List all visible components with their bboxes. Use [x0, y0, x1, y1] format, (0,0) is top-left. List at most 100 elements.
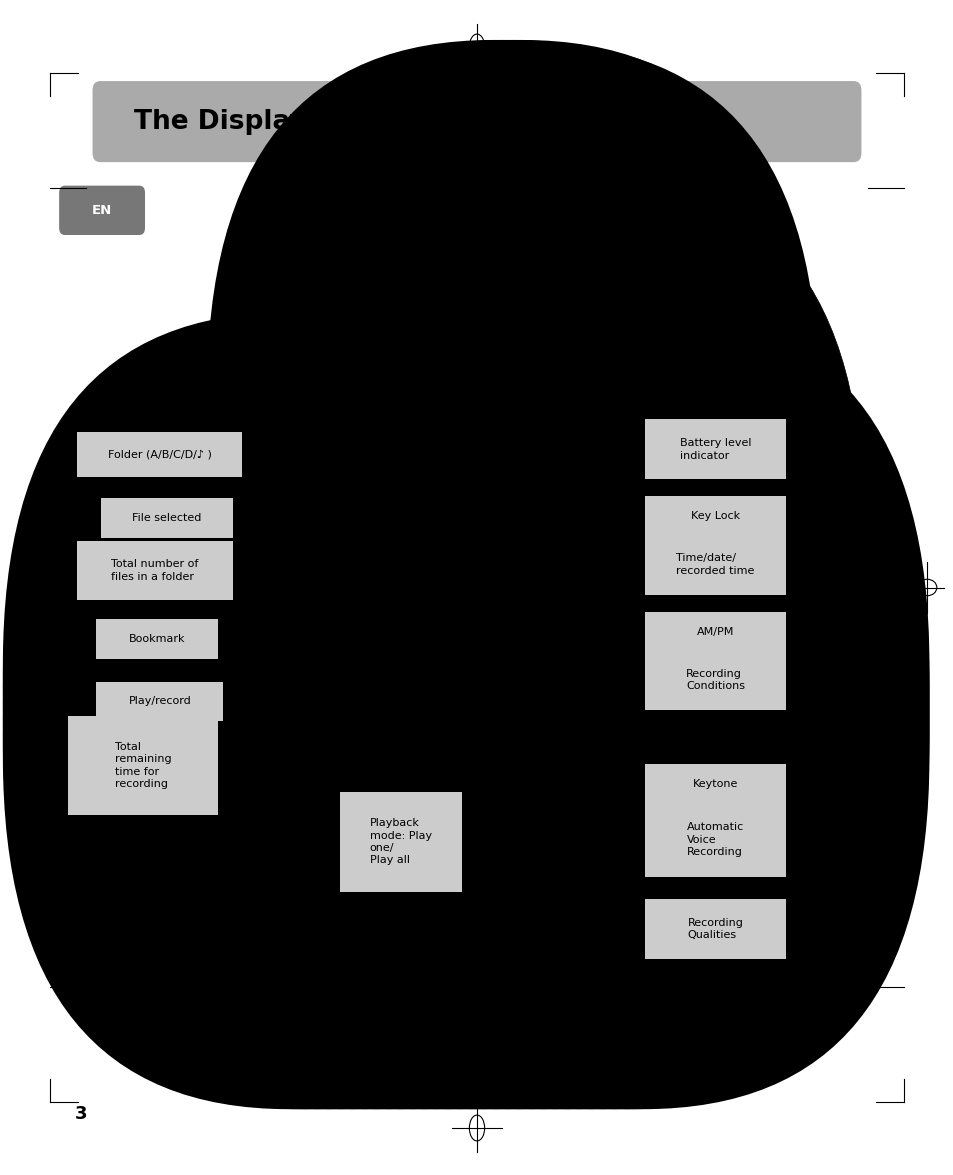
- FancyBboxPatch shape: [27, 328, 608, 1045]
- FancyBboxPatch shape: [312, 344, 893, 1061]
- FancyBboxPatch shape: [229, 313, 810, 1029]
- FancyBboxPatch shape: [92, 81, 861, 162]
- FancyBboxPatch shape: [205, 376, 786, 1093]
- FancyBboxPatch shape: [86, 313, 667, 1029]
- FancyBboxPatch shape: [86, 328, 667, 1045]
- FancyBboxPatch shape: [157, 328, 739, 1045]
- FancyBboxPatch shape: [170, 313, 750, 1029]
- FancyBboxPatch shape: [216, 376, 798, 1093]
- FancyBboxPatch shape: [181, 313, 762, 1029]
- FancyBboxPatch shape: [27, 313, 608, 1029]
- FancyBboxPatch shape: [170, 361, 750, 1077]
- FancyBboxPatch shape: [14, 392, 596, 1109]
- FancyBboxPatch shape: [240, 313, 821, 1029]
- FancyBboxPatch shape: [181, 344, 762, 1061]
- FancyBboxPatch shape: [170, 376, 750, 1093]
- FancyBboxPatch shape: [62, 361, 643, 1077]
- FancyBboxPatch shape: [181, 361, 762, 1077]
- FancyBboxPatch shape: [253, 361, 834, 1077]
- FancyBboxPatch shape: [68, 716, 218, 815]
- FancyBboxPatch shape: [644, 496, 785, 536]
- FancyBboxPatch shape: [300, 313, 881, 1029]
- Text: Automatic
Voice
Recording: Automatic Voice Recording: [686, 822, 743, 857]
- Text: Play/record: Play/record: [129, 697, 191, 706]
- FancyBboxPatch shape: [348, 313, 928, 1029]
- FancyBboxPatch shape: [38, 376, 619, 1093]
- FancyBboxPatch shape: [300, 392, 881, 1109]
- FancyBboxPatch shape: [216, 344, 798, 1061]
- Text: Time/date/
recorded time: Time/date/ recorded time: [676, 553, 754, 576]
- FancyBboxPatch shape: [348, 392, 928, 1109]
- FancyBboxPatch shape: [98, 313, 679, 1029]
- FancyBboxPatch shape: [38, 313, 619, 1029]
- FancyBboxPatch shape: [348, 328, 928, 1045]
- FancyBboxPatch shape: [279, 646, 655, 768]
- FancyBboxPatch shape: [240, 361, 821, 1077]
- FancyBboxPatch shape: [38, 392, 619, 1109]
- FancyBboxPatch shape: [335, 313, 917, 1029]
- FancyBboxPatch shape: [3, 328, 584, 1045]
- Text: AM/PM: AM/PM: [696, 627, 734, 637]
- FancyBboxPatch shape: [205, 328, 786, 1045]
- FancyBboxPatch shape: [74, 392, 656, 1109]
- Text: ♪: ♪: [450, 397, 459, 411]
- FancyBboxPatch shape: [264, 361, 845, 1077]
- FancyBboxPatch shape: [410, 384, 424, 396]
- FancyBboxPatch shape: [122, 344, 702, 1061]
- FancyBboxPatch shape: [122, 328, 702, 1045]
- FancyBboxPatch shape: [122, 361, 702, 1077]
- FancyBboxPatch shape: [229, 344, 810, 1061]
- FancyBboxPatch shape: [339, 792, 461, 892]
- FancyBboxPatch shape: [216, 361, 798, 1077]
- FancyBboxPatch shape: [96, 682, 223, 721]
- FancyBboxPatch shape: [146, 344, 726, 1061]
- FancyBboxPatch shape: [205, 313, 786, 1029]
- FancyBboxPatch shape: [644, 535, 785, 595]
- Text: Bookmark: Bookmark: [129, 634, 186, 644]
- FancyBboxPatch shape: [288, 344, 869, 1061]
- FancyBboxPatch shape: [290, 384, 304, 396]
- FancyBboxPatch shape: [181, 328, 762, 1045]
- FancyBboxPatch shape: [3, 376, 584, 1093]
- FancyBboxPatch shape: [133, 392, 715, 1109]
- FancyBboxPatch shape: [193, 328, 774, 1045]
- FancyBboxPatch shape: [59, 186, 145, 235]
- FancyBboxPatch shape: [14, 376, 596, 1093]
- FancyBboxPatch shape: [62, 344, 643, 1061]
- FancyBboxPatch shape: [330, 394, 360, 424]
- Text: 3: 3: [74, 1104, 88, 1123]
- FancyBboxPatch shape: [276, 328, 857, 1045]
- FancyBboxPatch shape: [110, 328, 691, 1045]
- FancyBboxPatch shape: [133, 328, 715, 1045]
- FancyBboxPatch shape: [133, 376, 715, 1093]
- FancyBboxPatch shape: [14, 328, 596, 1045]
- FancyBboxPatch shape: [38, 328, 619, 1045]
- FancyBboxPatch shape: [324, 313, 904, 1029]
- FancyBboxPatch shape: [488, 387, 528, 417]
- FancyBboxPatch shape: [157, 376, 739, 1093]
- FancyBboxPatch shape: [216, 392, 798, 1109]
- FancyBboxPatch shape: [62, 392, 643, 1109]
- FancyBboxPatch shape: [240, 376, 821, 1093]
- FancyBboxPatch shape: [348, 361, 928, 1077]
- FancyBboxPatch shape: [229, 361, 810, 1077]
- FancyBboxPatch shape: [122, 313, 702, 1029]
- FancyBboxPatch shape: [300, 344, 881, 1061]
- FancyBboxPatch shape: [264, 376, 845, 1093]
- FancyBboxPatch shape: [644, 419, 785, 479]
- FancyBboxPatch shape: [38, 344, 619, 1061]
- FancyBboxPatch shape: [263, 310, 670, 783]
- FancyBboxPatch shape: [62, 376, 643, 1093]
- FancyBboxPatch shape: [312, 328, 893, 1045]
- Text: Folder (A/B/C/D/♪ ): Folder (A/B/C/D/♪ ): [108, 450, 212, 459]
- FancyBboxPatch shape: [193, 344, 774, 1061]
- FancyBboxPatch shape: [229, 376, 810, 1093]
- FancyBboxPatch shape: [14, 344, 596, 1061]
- Text: File selected: File selected: [132, 513, 201, 523]
- FancyBboxPatch shape: [288, 392, 869, 1109]
- FancyBboxPatch shape: [644, 803, 785, 877]
- FancyBboxPatch shape: [229, 328, 810, 1045]
- FancyBboxPatch shape: [96, 619, 218, 659]
- FancyBboxPatch shape: [110, 361, 691, 1077]
- FancyBboxPatch shape: [312, 361, 893, 1077]
